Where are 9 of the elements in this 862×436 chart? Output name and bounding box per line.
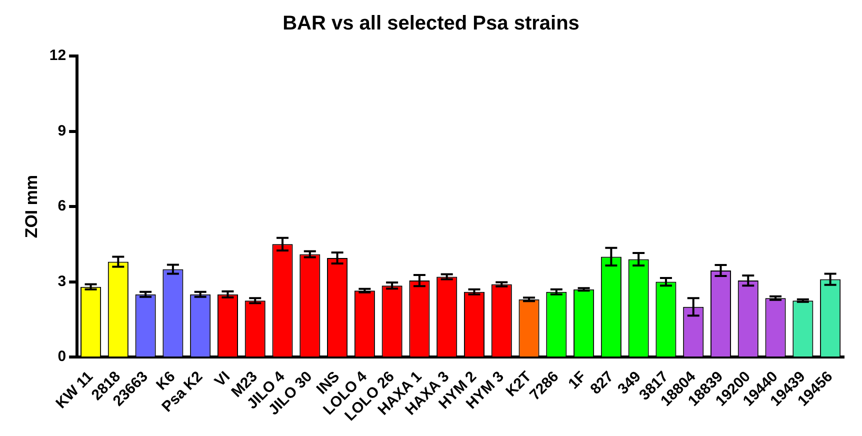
y-tick-label: 0 (58, 348, 66, 366)
y-axis-title: ZOI mm (22, 174, 41, 238)
y-tick-label: 3 (58, 272, 66, 290)
chart-title: BAR vs all selected Psa strains (282, 12, 580, 35)
y-tick-label: 9 (58, 122, 66, 140)
x-tick-label: 827 (587, 368, 617, 398)
x-tick-label: 1F (565, 368, 590, 393)
y-tick-label: 6 (58, 198, 66, 215)
y-tick-label: 12 (49, 47, 66, 64)
